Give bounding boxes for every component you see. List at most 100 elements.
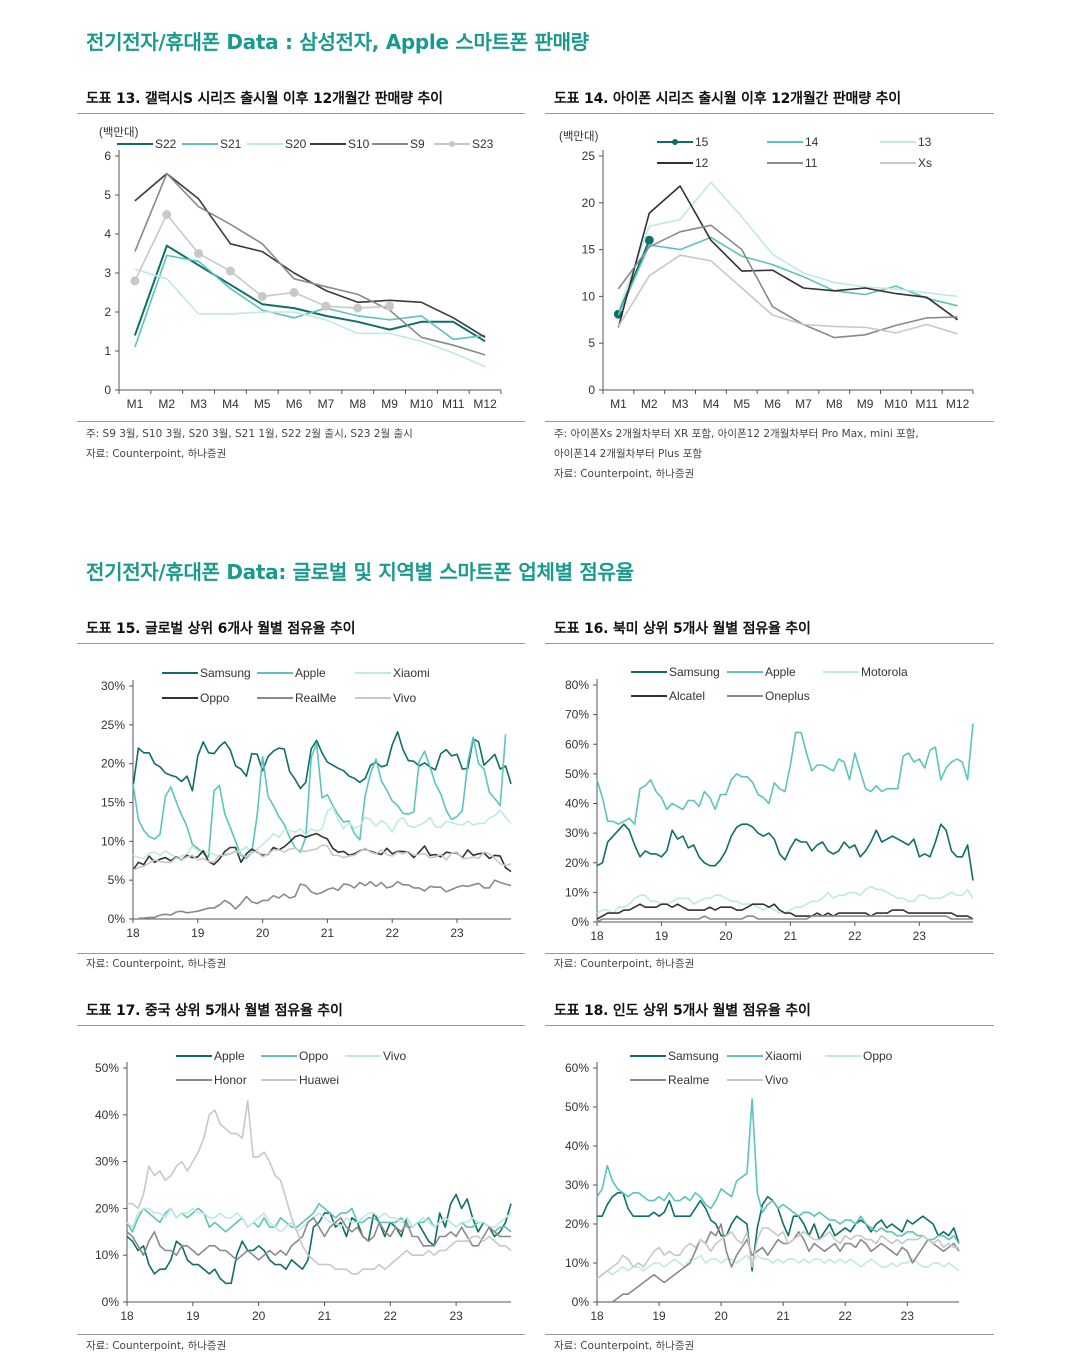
- title-rule-14: [545, 113, 994, 114]
- series-line-Xiaomi: [132, 806, 512, 860]
- y-tick-label: 2: [104, 305, 111, 319]
- x-tick-label: 22: [384, 1309, 398, 1323]
- y-tick-label: 0%: [572, 915, 590, 929]
- data-point-S23: [321, 301, 331, 311]
- legend-label-14: 14: [805, 135, 819, 149]
- chart-title-13: 도표 13. 갤럭시S 시리즈 출시월 이후 12개월간 판매량 추이: [86, 91, 443, 107]
- x-tick-label: 20: [256, 926, 270, 940]
- legend-label-Apple: Apple: [214, 1049, 245, 1063]
- chart-notes-15: 자료: Counterpoint, 하나증권: [86, 954, 226, 974]
- y-tick-label: 70%: [565, 708, 589, 722]
- chart-title-16: 도표 16. 북미 상위 5개사 월별 점유율 추이: [554, 621, 811, 637]
- series-line-Oppo: [596, 1254, 960, 1280]
- legend-label-Oppo: Oppo: [863, 1049, 893, 1063]
- x-tick-label: 21: [321, 926, 335, 940]
- series-line-13: [617, 181, 958, 311]
- share-chart-india: 0% 10% 20% 30% 40% 50% 60% 18 19 20 21 22 23 Samsung X…: [565, 1049, 960, 1323]
- series-line-S22: [133, 244, 486, 343]
- x-tick-label: M12: [946, 397, 970, 411]
- legend-label-12: 12: [695, 156, 709, 170]
- x-tick-label: 22: [386, 926, 400, 940]
- y-tick-label: 20: [582, 196, 596, 210]
- series-line-Huawei: [127, 1100, 512, 1275]
- y-tick-label: 50%: [565, 767, 589, 781]
- series-line-Oneplus: [596, 915, 973, 923]
- y-tick-label: 40%: [565, 797, 589, 811]
- y-tick-label: 20%: [101, 757, 125, 771]
- chart-title-17: 도표 17. 중국 상위 5개사 월별 점유율 추이: [86, 1003, 343, 1019]
- series-line-Motorola: [596, 885, 974, 914]
- x-tick-label: 23: [913, 929, 927, 943]
- legend-label-RealMe: RealMe: [295, 691, 337, 705]
- y-tick-label: 20%: [565, 856, 589, 870]
- y-tick-label: 25%: [101, 718, 125, 732]
- y-tick-label: 10%: [565, 1256, 589, 1270]
- series-line-Oppo: [132, 832, 512, 873]
- legend-label-Vivo: Vivo: [765, 1073, 788, 1087]
- y-tick-label: 0%: [108, 912, 126, 926]
- y-tick-label: 20%: [95, 1201, 119, 1215]
- source-note: 자료: Counterpoint, 하나증권: [86, 958, 227, 970]
- section-title-2: 전기전자/휴대폰 Data: 글로벌 및 지역별 스마트폰 업체별 점유율: [86, 560, 634, 584]
- series-line-Vivo: [596, 1227, 959, 1280]
- title-rule-15: [77, 643, 525, 644]
- y-tick-label: 0: [588, 383, 595, 397]
- series-line-RealMe: [138, 879, 512, 919]
- legend-label-S21: S21: [220, 137, 242, 151]
- x-tick-label: 18: [120, 1309, 134, 1323]
- source-note: 자료: Counterpoint, 하나증권: [86, 1340, 227, 1352]
- bottom-rule-13: [77, 421, 525, 422]
- y-tick-label: 30%: [101, 679, 125, 693]
- legend-label-11: 11: [805, 156, 818, 170]
- y-tick-label: 20%: [565, 1217, 589, 1231]
- x-tick-label: M4: [703, 397, 720, 411]
- legend-label-Vivo: Vivo: [383, 1049, 406, 1063]
- x-tick-label: M2: [158, 397, 175, 411]
- legend-label-Alcatel: Alcatel: [669, 689, 705, 703]
- series-line-S21: [134, 254, 486, 348]
- legend-marker-S23: [449, 141, 455, 147]
- series-line-S10: [134, 172, 486, 338]
- legend-label-15: 15: [695, 135, 709, 149]
- footnote: 주: S9 3월, S10 3월, S20 3월, S21 1월, S22 2월…: [86, 428, 413, 440]
- x-tick-label: 20: [252, 1309, 266, 1323]
- series-line-14: [617, 236, 958, 316]
- x-tick-label: M2: [641, 397, 658, 411]
- series-line-Apple: [132, 734, 507, 860]
- x-tick-label: 19: [191, 926, 205, 940]
- legend-label-Oppo: Oppo: [299, 1049, 329, 1063]
- series-line-Samsung: [132, 731, 512, 792]
- source-note: 자료: Counterpoint, 하나증권: [554, 468, 695, 480]
- chart-notes-13: 주: S9 3월, S10 3월, S20 3월, S21 1월, S22 2월…: [86, 424, 413, 464]
- series-line-Xiaomi: [596, 1098, 960, 1244]
- y-tick-label: 15%: [101, 796, 125, 810]
- y-tick-label: 30%: [565, 1178, 589, 1192]
- x-tick-label: M1: [127, 397, 144, 411]
- legend-label-Apple: Apple: [765, 665, 796, 679]
- title-rule-13: [77, 113, 525, 114]
- x-tick-label: 20: [714, 1309, 728, 1323]
- series-line-12: [617, 185, 959, 328]
- x-tick-label: M8: [826, 397, 843, 411]
- series-line-Honor: [126, 1217, 511, 1261]
- x-tick-label: M4: [222, 397, 239, 411]
- legend-label-Motorola: Motorola: [861, 665, 908, 679]
- title-rule-17: [77, 1025, 525, 1026]
- x-tick-label: M3: [190, 397, 207, 411]
- x-tick-label: 18: [590, 1309, 604, 1323]
- share-chart-north-america: 0% 10% 20% 30% 40% 50% 60% 70% 80% 18 19 20 21 22 23 Sa…: [565, 665, 974, 943]
- data-point-S23: [385, 301, 395, 311]
- data-point-S23: [225, 266, 235, 276]
- legend-label-S23: S23: [472, 137, 494, 151]
- data-point-15: [644, 235, 654, 245]
- y-tick-label: 25: [582, 149, 596, 163]
- bottom-rule-16: [545, 953, 994, 954]
- bottom-rule-14: [545, 421, 994, 422]
- y-tick-label: 15: [582, 243, 596, 257]
- x-tick-label: 22: [839, 1309, 853, 1323]
- chart-title-18: 도표 18. 인도 상위 5개사 월별 점유율 추이: [554, 1003, 811, 1019]
- x-tick-label: 22: [848, 929, 862, 943]
- series-line-Vivo: [132, 844, 512, 871]
- share-chart-global: 0% 5% 10% 15% 20% 25% 30% 18 19 20 21 22 23 Samsung Ap…: [101, 666, 512, 940]
- y-tick-label: 10%: [565, 885, 589, 899]
